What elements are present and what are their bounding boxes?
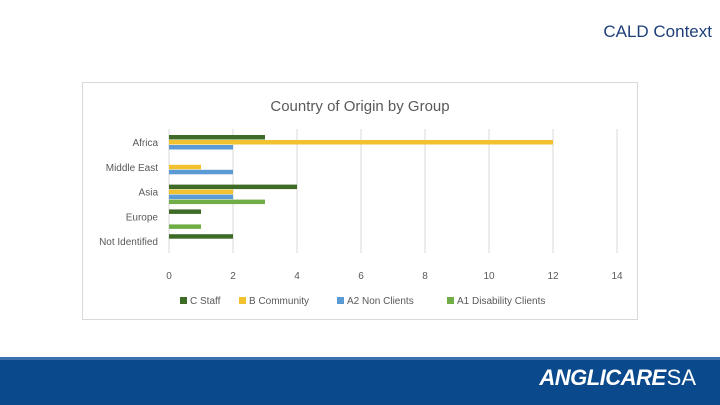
category-label: Middle East bbox=[106, 163, 158, 174]
legend-label-disability_clients: A1 Disability Clients bbox=[457, 296, 545, 307]
bar-community bbox=[169, 140, 553, 145]
bar-non_clients bbox=[169, 194, 233, 200]
chart-container: Country of Origin by Group 0 2 4 6 8 10 12 14 Afr… bbox=[82, 82, 638, 320]
legend-swatch-disability_clients bbox=[447, 297, 454, 304]
category-label: Asia bbox=[139, 188, 159, 199]
bar-community bbox=[169, 189, 233, 195]
x-tick-label: 12 bbox=[547, 271, 559, 282]
x-tick-label: 8 bbox=[422, 271, 428, 282]
logo-suffix-text: SA bbox=[666, 365, 696, 390]
legend-swatch-staff bbox=[180, 297, 187, 304]
footer-accent-line bbox=[0, 357, 720, 360]
anglicare-logo: ANGLICARESA bbox=[539, 365, 696, 391]
bar-staff bbox=[169, 209, 201, 214]
category-label: Europe bbox=[126, 212, 159, 223]
footer-bar bbox=[0, 357, 720, 405]
slide-title: CALD Context bbox=[603, 22, 712, 41]
bar-non_clients bbox=[169, 169, 233, 175]
x-tick-label: 0 bbox=[166, 271, 172, 282]
x-tick-label: 6 bbox=[358, 271, 364, 282]
bar-non_clients bbox=[169, 145, 233, 150]
bar-disability_clients bbox=[169, 224, 201, 229]
legend-label-non_clients: A2 Non Clients bbox=[347, 296, 414, 307]
logo-main-text: ANGLICARE bbox=[539, 365, 666, 390]
legend-swatch-non_clients bbox=[337, 297, 344, 304]
x-tick-label: 14 bbox=[611, 271, 623, 282]
bar-staff bbox=[169, 234, 233, 239]
bar-disability_clients bbox=[169, 199, 265, 205]
bar-community bbox=[169, 164, 201, 170]
bar-staff bbox=[169, 184, 297, 190]
x-tick-label: 10 bbox=[483, 271, 495, 282]
x-tick-label: 4 bbox=[294, 271, 300, 282]
country-of-origin-chart: Country of Origin by Group 0 2 4 6 8 10 12 14 Afr… bbox=[99, 98, 623, 307]
x-tick-label: 2 bbox=[230, 271, 236, 282]
legend-label-community: B Community bbox=[249, 296, 309, 307]
legend-swatch-community bbox=[239, 297, 246, 304]
chart-title: Country of Origin by Group bbox=[270, 98, 449, 115]
bar-staff bbox=[169, 135, 265, 140]
category-label: Africa bbox=[132, 138, 158, 149]
category-label: Not Identified bbox=[99, 237, 158, 248]
legend-label-staff: C Staff bbox=[190, 296, 221, 307]
